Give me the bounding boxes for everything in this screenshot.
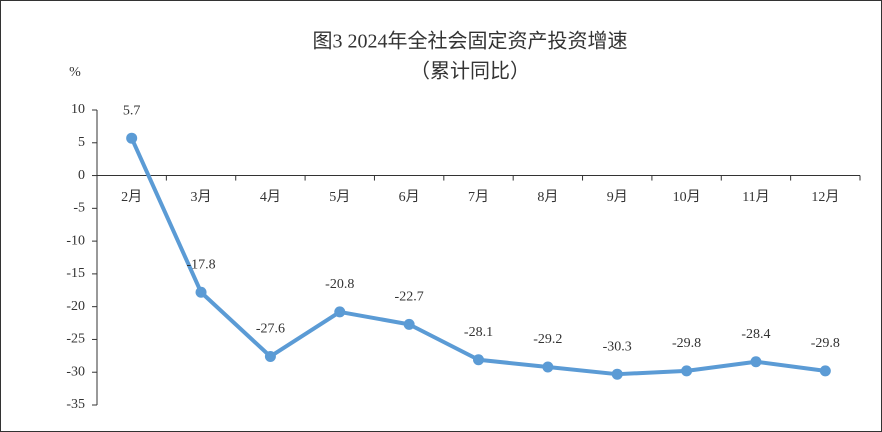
y-tick-label: -5 xyxy=(73,201,85,216)
data-label: -17.8 xyxy=(186,257,215,272)
point xyxy=(334,306,346,318)
y-tick-label: -25 xyxy=(66,332,85,347)
point xyxy=(819,365,831,377)
y-tick-label: 0 xyxy=(78,168,85,183)
y-axis-label: % xyxy=(69,65,81,80)
data-label: -29.2 xyxy=(533,332,562,347)
data-label: -22.7 xyxy=(395,290,424,305)
x-tick-label: 8月 xyxy=(537,189,558,205)
data-label: -28.1 xyxy=(464,325,493,340)
x-tick-label: 4月 xyxy=(260,189,281,205)
x-tick-label: 7月 xyxy=(468,189,489,205)
point xyxy=(473,354,484,366)
point xyxy=(126,132,138,144)
x-tick-label: 3月 xyxy=(191,189,212,205)
x-tick-label: 10月 xyxy=(673,189,701,205)
data-label: -29.8 xyxy=(811,336,840,351)
y-tick-label: -10 xyxy=(66,233,85,248)
x-tick-label: 12月 xyxy=(811,189,839,205)
data-label: -30.3 xyxy=(603,339,632,354)
data-label: -29.8 xyxy=(672,336,701,351)
y-tick-label: -20 xyxy=(66,299,85,314)
y-tick-label: 10 xyxy=(71,102,85,117)
x-tick-label: 6月 xyxy=(399,189,420,205)
y-tick-label: 5 xyxy=(78,135,85,150)
y-tick-label: -15 xyxy=(66,266,85,281)
point xyxy=(542,361,554,373)
x-tick-label: 9月 xyxy=(607,189,628,205)
chart-title: 图3 2024年全社会固定资产投资增速 xyxy=(313,30,628,53)
point xyxy=(750,356,762,368)
y-tick-label: -30 xyxy=(66,364,85,379)
y-tick-label: -35 xyxy=(66,397,85,412)
point xyxy=(264,350,276,362)
point xyxy=(195,286,207,298)
data-label: -20.8 xyxy=(325,277,354,292)
point xyxy=(681,365,693,377)
point xyxy=(403,318,415,330)
data-label: -28.4 xyxy=(741,327,770,342)
chart-subtitle: （累计同比） xyxy=(410,60,530,83)
x-tick-label: 11月 xyxy=(742,189,769,205)
data-label: -27.6 xyxy=(256,322,285,337)
data-label: 5.7 xyxy=(123,103,141,118)
x-tick-label: 5月 xyxy=(329,189,350,205)
point xyxy=(611,368,623,380)
x-tick-label: 2月 xyxy=(121,189,142,205)
